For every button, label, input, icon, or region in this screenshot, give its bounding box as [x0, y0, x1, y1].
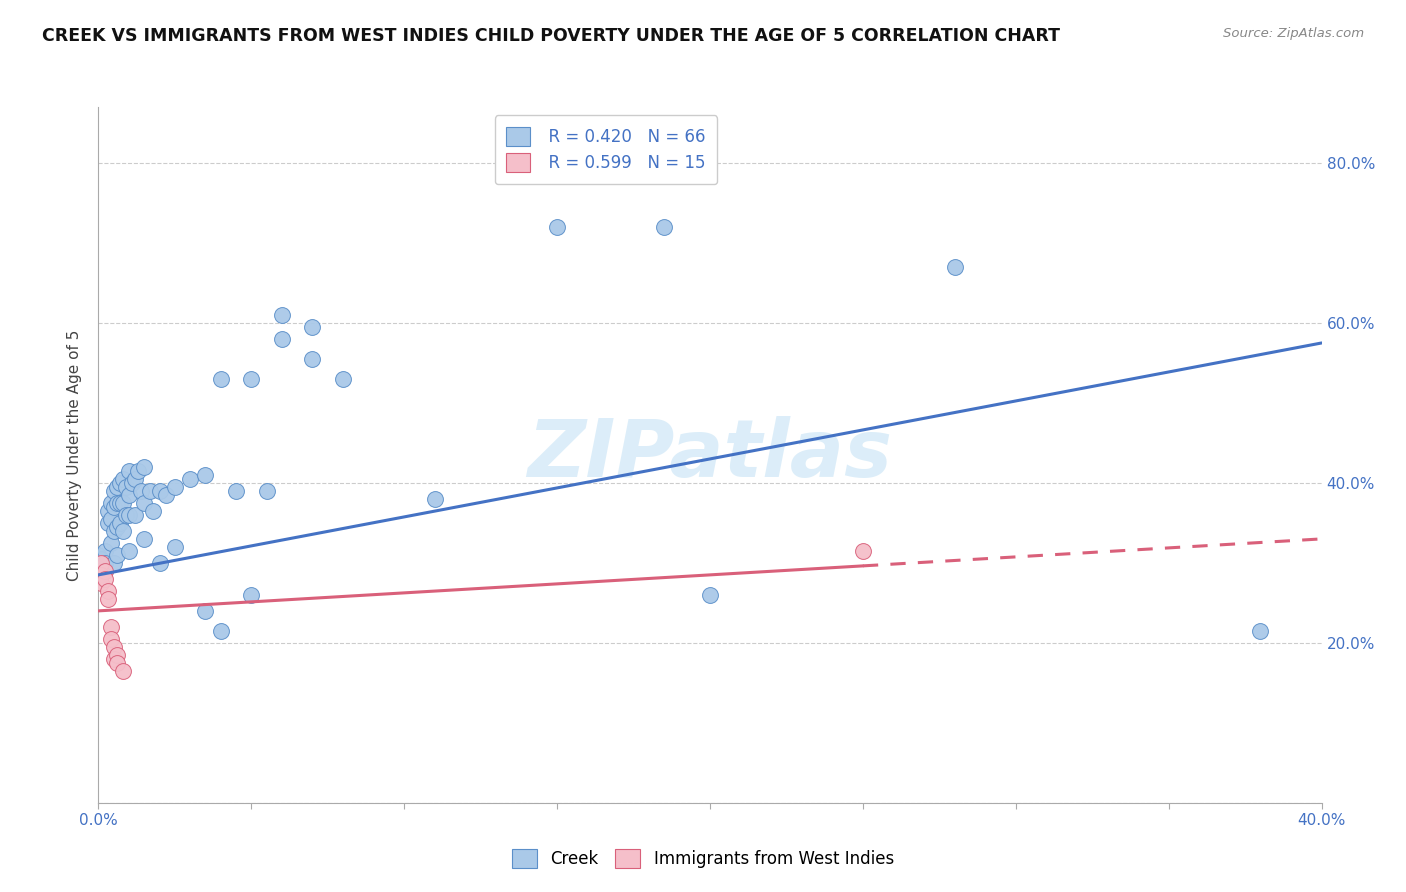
Point [108, 516, 131, 530]
Point [93, 556, 115, 570]
Point [103, 640, 125, 654]
Point [118, 544, 141, 558]
Point [118, 508, 141, 522]
Point [1249, 624, 1271, 638]
Point [111, 496, 134, 510]
Point [163, 540, 186, 554]
Point [103, 500, 125, 514]
Point [111, 472, 134, 486]
Point [97, 591, 120, 606]
Point [115, 508, 138, 522]
Point [134, 532, 156, 546]
Point [240, 588, 263, 602]
Point [163, 480, 186, 494]
Legend:   R = 0.420   N = 66,   R = 0.599   N = 15: R = 0.420 N = 66, R = 0.599 N = 15 [495, 115, 717, 184]
Point [87, 548, 110, 562]
Point [111, 524, 134, 538]
Point [100, 496, 122, 510]
Point [108, 475, 131, 490]
Point [127, 464, 149, 478]
Point [240, 372, 263, 386]
Point [121, 475, 143, 490]
Point [105, 520, 128, 534]
Point [142, 504, 165, 518]
Point [103, 556, 125, 570]
Point [100, 512, 122, 526]
Point [423, 491, 446, 506]
Point [105, 496, 128, 510]
Point [115, 480, 138, 494]
Point [90, 567, 112, 582]
Point [103, 524, 125, 538]
Point [332, 372, 354, 386]
Point [194, 604, 217, 618]
Point [90, 575, 112, 590]
Point [546, 219, 568, 234]
Point [97, 504, 120, 518]
Point [93, 572, 115, 586]
Point [943, 260, 966, 274]
Point [118, 464, 141, 478]
Point [129, 483, 152, 498]
Point [209, 372, 232, 386]
Point [179, 472, 201, 486]
Point [100, 632, 122, 646]
Legend: Creek, Immigrants from West Indies: Creek, Immigrants from West Indies [505, 842, 901, 875]
Text: ZIPatlas: ZIPatlas [527, 416, 893, 494]
Point [852, 544, 875, 558]
Point [134, 496, 156, 510]
Point [149, 483, 172, 498]
Point [108, 496, 131, 510]
Point [149, 556, 172, 570]
Point [105, 656, 128, 670]
Point [124, 508, 146, 522]
Point [90, 560, 112, 574]
Y-axis label: Child Poverty Under the Age of 5: Child Poverty Under the Age of 5 [67, 329, 83, 581]
Point [103, 483, 125, 498]
Point [256, 483, 278, 498]
Point [93, 564, 115, 578]
Point [103, 652, 125, 666]
Point [194, 467, 217, 482]
Point [105, 548, 128, 562]
Point [118, 488, 141, 502]
Point [209, 624, 232, 638]
Text: CREEK VS IMMIGRANTS FROM WEST INDIES CHILD POVERTY UNDER THE AGE OF 5 CORRELATIO: CREEK VS IMMIGRANTS FROM WEST INDIES CHI… [42, 27, 1060, 45]
Point [90, 552, 112, 566]
Point [93, 544, 115, 558]
Point [105, 648, 128, 662]
Point [111, 664, 134, 678]
Point [270, 332, 292, 346]
Point [90, 567, 112, 582]
Text: Source: ZipAtlas.com: Source: ZipAtlas.com [1223, 27, 1364, 40]
Point [699, 588, 721, 602]
Point [93, 564, 115, 578]
Point [100, 536, 122, 550]
Point [134, 459, 156, 474]
Point [90, 556, 112, 570]
Point [124, 472, 146, 486]
Point [97, 516, 120, 530]
Point [105, 480, 128, 494]
Point [139, 483, 162, 498]
Point [100, 620, 122, 634]
Point [301, 351, 323, 366]
Point [155, 488, 177, 502]
Point [97, 583, 120, 598]
Point [652, 219, 675, 234]
Point [270, 308, 292, 322]
Point [225, 483, 247, 498]
Point [301, 320, 323, 334]
